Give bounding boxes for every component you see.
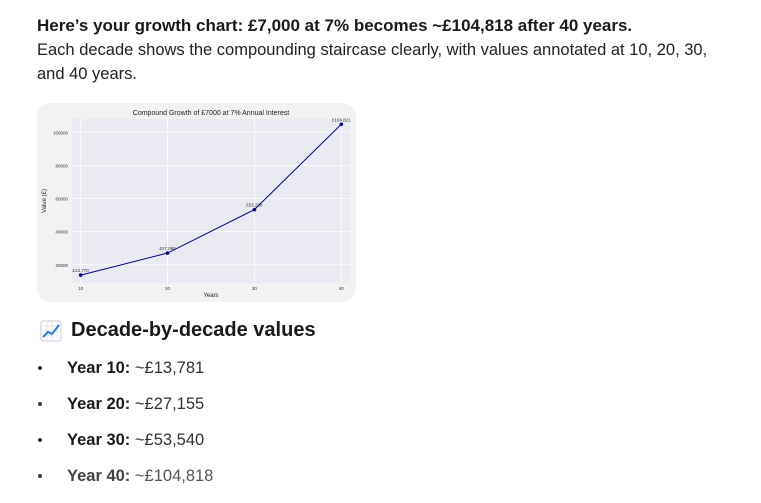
data-point	[252, 207, 257, 212]
bullet	[38, 438, 42, 442]
chart-image[interactable]: 20000 40000 60000 80000 100000 10 20 30 40 £13,…	[37, 103, 356, 302]
data-label: £53,288	[246, 203, 263, 208]
item-label: Year 20:	[67, 395, 131, 413]
item-value: ~£104,818	[134, 467, 214, 485]
item-label: Year 30:	[67, 431, 131, 449]
x-tick-label: 30	[252, 286, 258, 291]
item-value: ~£13,781	[134, 359, 205, 377]
data-label: £13,770	[73, 268, 90, 273]
x-axis-label: Years	[203, 293, 218, 299]
y-tick-label: 80000	[55, 163, 68, 168]
x-tick-label: 40	[339, 286, 345, 291]
message-headline: Here’s your growth chart: £7,000 at 7% b…	[37, 16, 633, 35]
y-tick-labels: 20000 40000 60000 80000 100000	[53, 130, 69, 268]
item-label: Year 40:	[67, 467, 131, 485]
bullet	[38, 402, 42, 406]
growth-chart: 20000 40000 60000 80000 100000 10 20 30 40 £13,…	[37, 103, 356, 302]
chart-title: Compound Growth of £7000 at 7% Annual In…	[133, 110, 289, 117]
data-points	[78, 122, 344, 277]
x-tick-label: 10	[78, 286, 84, 291]
y-tick-label: 60000	[55, 197, 68, 202]
plot-area	[72, 119, 350, 283]
assistant-message: Here’s your growth chart: £7,000 at 7% b…	[37, 14, 737, 86]
y-tick-label: 20000	[55, 263, 68, 268]
item-label: Year 10:	[67, 359, 131, 377]
message-paragraph: Each decade shows the compounding stairc…	[37, 41, 708, 83]
x-tick-label: 20	[165, 286, 171, 291]
section-heading: Decade-by-decade values	[40, 319, 316, 342]
y-tick-label: 40000	[55, 230, 68, 235]
chart-increasing-icon	[40, 320, 62, 341]
item-value: ~£27,155	[134, 395, 205, 413]
series-line	[80, 123, 342, 276]
y-axis-label: Value (£)	[42, 189, 48, 213]
x-tick-labels: 10 20 30 40	[78, 286, 344, 291]
data-point	[78, 273, 83, 277]
data-labels: £13,770 £27,088 £53,288 £104,821	[73, 117, 352, 273]
bullet	[38, 366, 42, 370]
bullet	[38, 474, 42, 478]
data-point	[339, 122, 344, 127]
item-value: ~£53,540	[134, 431, 205, 449]
data-label: £27,088	[159, 246, 176, 251]
section-title: Decade-by-decade values	[71, 319, 316, 341]
y-tick-label: 100000	[53, 130, 69, 135]
data-point	[165, 251, 170, 255]
data-label: £104,821	[332, 117, 351, 122]
